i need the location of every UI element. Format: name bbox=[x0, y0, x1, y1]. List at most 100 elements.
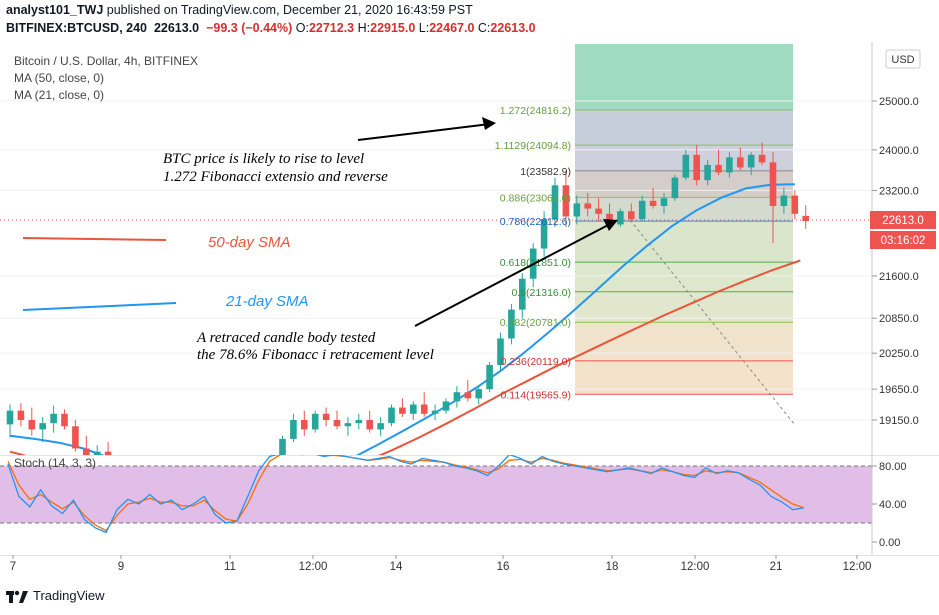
time-axis[interactable]: 7 9 11 12:00 14 16 18 12:00 21 12:00 bbox=[0, 555, 939, 580]
fib-level-label: 1(23582.9) bbox=[520, 166, 571, 178]
candle bbox=[726, 152, 733, 178]
candle-body bbox=[649, 200, 657, 206]
candle-body bbox=[93, 451, 101, 455]
price-tick-label: 20850.0 bbox=[879, 313, 919, 325]
low-value: 22467.0 bbox=[429, 21, 475, 35]
sma21-sample-line bbox=[22, 302, 177, 311]
candle-body bbox=[301, 420, 308, 430]
retrace-arrow-line bbox=[414, 222, 613, 327]
candle-body bbox=[726, 157, 733, 173]
candle bbox=[638, 195, 646, 222]
price-tick-label: 20250.0 bbox=[879, 348, 919, 360]
candle-body bbox=[628, 211, 635, 220]
candle-body bbox=[519, 278, 526, 310]
candle-body bbox=[758, 154, 766, 163]
candle bbox=[442, 398, 450, 414]
candle bbox=[410, 401, 417, 420]
candle bbox=[562, 170, 570, 228]
candle bbox=[344, 416, 352, 436]
candle bbox=[769, 152, 777, 244]
fib-level-label: 0.382(20781.0) bbox=[500, 317, 571, 329]
candle bbox=[802, 205, 809, 229]
currency-button[interactable] bbox=[885, 49, 921, 69]
candle-body bbox=[420, 404, 428, 414]
candle-body bbox=[50, 413, 57, 424]
stoch-band bbox=[0, 466, 872, 523]
price-tick-label: 24000.0 bbox=[879, 145, 919, 157]
candle bbox=[747, 152, 755, 176]
fib-level-label: 0.5(21316.0) bbox=[511, 287, 571, 299]
candle bbox=[737, 147, 744, 170]
low-label: L: bbox=[418, 21, 430, 35]
candle bbox=[279, 435, 286, 455]
candle-body bbox=[562, 185, 570, 217]
price-chart[interactable]: 0.114(19565.9) 0.236(20119.0) 0.382(20781.… bbox=[0, 42, 939, 455]
candle-body bbox=[28, 420, 36, 430]
ma21-legend[interactable]: MA (21, close, 0) bbox=[14, 88, 105, 102]
candle-body bbox=[410, 404, 417, 414]
close-label: C: bbox=[477, 21, 491, 35]
price-change: −99.3 (−0.44%) bbox=[206, 21, 293, 35]
fib-level-label: 0.114(19565.9) bbox=[501, 389, 571, 401]
candle-body bbox=[508, 309, 515, 339]
candle bbox=[649, 187, 657, 209]
candle-body bbox=[780, 195, 788, 206]
candle bbox=[540, 211, 548, 257]
candle bbox=[290, 413, 297, 443]
price-tick-label: 23200.0 bbox=[879, 185, 919, 197]
ma50-line bbox=[9, 259, 801, 455]
publisher-name[interactable]: analyst101_TWJ bbox=[6, 3, 104, 17]
time-tick-label: 12:00 bbox=[843, 561, 872, 573]
open-label: O: bbox=[295, 21, 309, 35]
fib-level-label: 1.272(24816.2) bbox=[500, 105, 571, 117]
stoch-tick-label: 40.00 bbox=[879, 499, 907, 511]
publish-info: analyst101_TWJ published on TradingView.… bbox=[6, 3, 473, 17]
stoch-tick-label: 80.00 bbox=[879, 461, 907, 473]
ma50-legend[interactable]: MA (50, close, 0) bbox=[14, 71, 105, 85]
time-tick-label: 12:00 bbox=[681, 561, 710, 573]
candle bbox=[39, 416, 46, 443]
candle bbox=[551, 177, 559, 228]
price-tick-label: 19150.0 bbox=[879, 415, 919, 427]
target-annotation: BTC price is likely to rise to level 1.27… bbox=[163, 151, 388, 185]
target-arrow-line bbox=[357, 123, 491, 141]
stochastic-panel[interactable]: Stoch (14, 3, 3) 0.00 40.00 80.00 bbox=[0, 455, 939, 555]
fib-level-label: 0.236(20119.0) bbox=[501, 356, 571, 368]
stoch-axis-ticks: 0.00 40.00 80.00 bbox=[872, 461, 907, 549]
candle bbox=[322, 407, 330, 427]
sma21-annotation: 21-day SMA bbox=[225, 293, 309, 310]
candle-body bbox=[366, 420, 373, 430]
candle bbox=[61, 409, 68, 430]
candle bbox=[388, 404, 395, 427]
candle bbox=[693, 144, 700, 186]
chart-title: Bitcoin / U.S. Dollar, 4h, BITFINEX bbox=[14, 54, 199, 68]
close-value: 22613.0 bbox=[490, 21, 536, 35]
candle bbox=[377, 416, 384, 436]
candle-body bbox=[344, 423, 352, 427]
price-tick-label: 21600.0 bbox=[879, 271, 919, 283]
tradingview-logo-icon bbox=[6, 590, 28, 603]
candle bbox=[50, 405, 57, 433]
candle-body bbox=[693, 154, 700, 181]
fibonacci-labels: 0.114(19565.9) 0.236(20119.0) 0.382(20781.… bbox=[495, 105, 571, 401]
time-axis-ticks: 7 9 11 12:00 14 16 18 12:00 21 12:00 bbox=[10, 555, 872, 573]
candle-body bbox=[388, 407, 395, 424]
fib-extension-zone bbox=[575, 44, 793, 110]
candle bbox=[93, 445, 101, 455]
candle-body bbox=[6, 410, 14, 425]
time-tick-label: 11 bbox=[224, 561, 236, 573]
candle bbox=[508, 303, 515, 345]
candle bbox=[453, 386, 461, 408]
candle bbox=[83, 435, 90, 455]
trend-guide-line bbox=[629, 219, 796, 426]
candle bbox=[333, 410, 341, 430]
candle-body bbox=[464, 392, 472, 399]
candle-body bbox=[704, 164, 711, 181]
time-tick-label: 7 bbox=[10, 561, 16, 573]
candle-body bbox=[606, 213, 613, 225]
price-tick-label: 19650.0 bbox=[879, 384, 919, 396]
candle bbox=[595, 198, 602, 222]
tradingview-logo[interactable]: TradingView bbox=[6, 588, 105, 603]
candles bbox=[6, 142, 809, 455]
candle-body bbox=[737, 157, 744, 168]
